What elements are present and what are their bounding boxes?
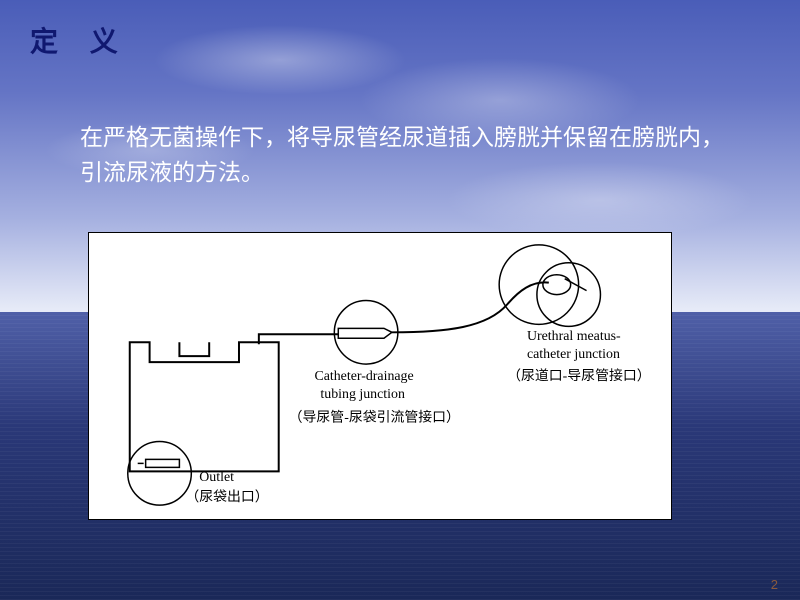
junction-label-en2: tubing junction <box>320 387 405 402</box>
outlet-label-en: Outlet <box>199 470 234 485</box>
meatus-label-en1: Urethral meatus- <box>527 329 621 344</box>
outlet-label-cn: （尿袋出口） <box>185 489 268 505</box>
meatus-label-en2: catheter junction <box>527 347 620 362</box>
junction-label-en1: Catheter-drainage <box>314 369 413 384</box>
slide: 定 义 在严格无菌操作下，将导尿管经尿道插入膀胱并保留在膀胱内，引流尿液的方法。 <box>0 0 800 600</box>
outlet-icon <box>128 442 192 506</box>
catheter-diagram: Outlet （尿袋出口） Catheter-drainage tubing j… <box>88 232 672 520</box>
drainage-bag-icon <box>130 342 279 471</box>
junction-label-cn: （导尿管-尿袋引流管接口） <box>289 409 460 426</box>
catheter-icon <box>392 245 601 332</box>
page-number: 2 <box>771 577 778 592</box>
slide-title: 定 义 <box>30 20 130 60</box>
meatus-label-cn: （尿道口-导尿管接口） <box>507 367 651 384</box>
definition-text: 在严格无菌操作下，将导尿管经尿道插入膀胱并保留在膀胱内，引流尿液的方法。 <box>80 120 740 189</box>
